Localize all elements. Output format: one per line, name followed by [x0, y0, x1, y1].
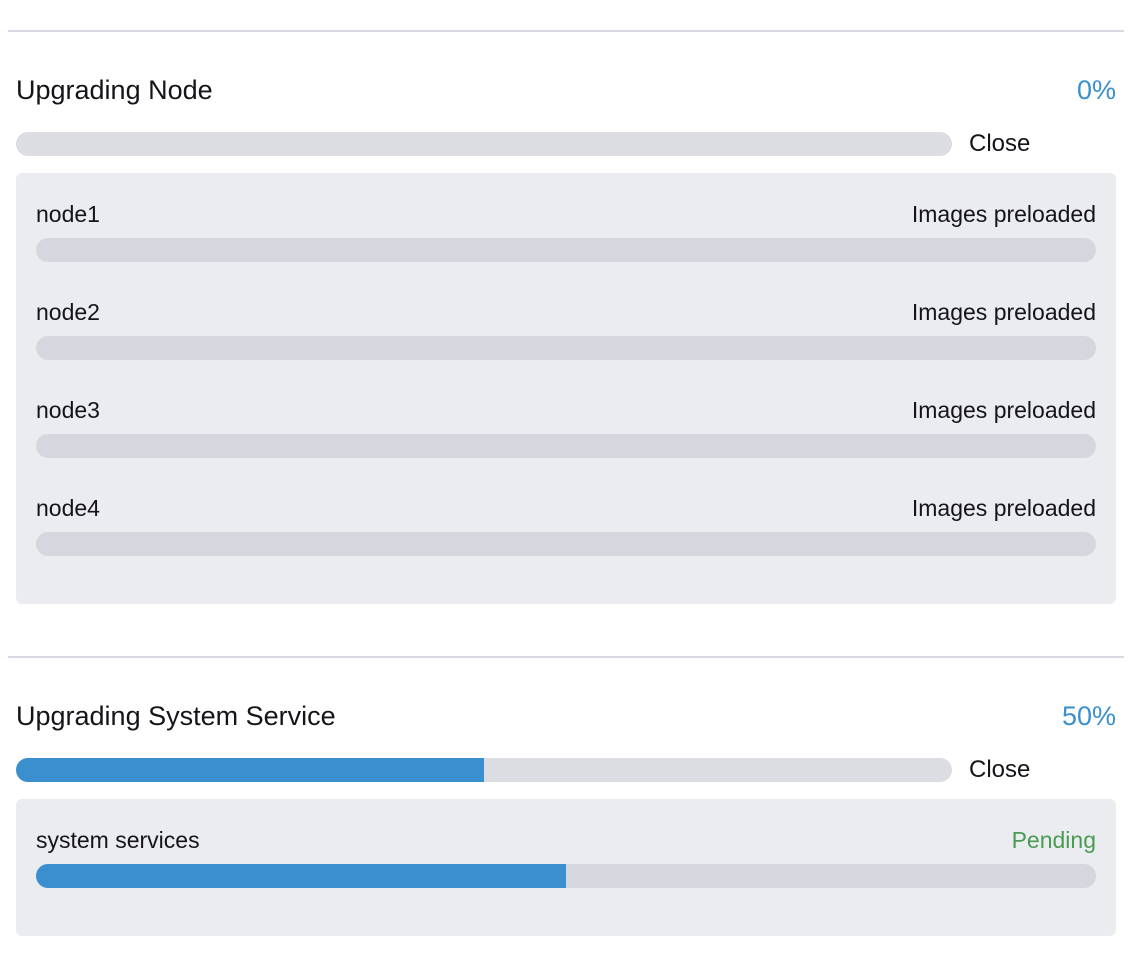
service-progress-bar	[36, 864, 1096, 888]
node-progress-bar	[36, 336, 1096, 360]
service-progress-fill	[36, 864, 566, 888]
overall-progress-bar	[16, 132, 952, 156]
node-row: node2 Images preloaded	[36, 297, 1096, 360]
node-status: Images preloaded	[911, 397, 1096, 423]
section-header: Upgrading Node 0%	[16, 72, 1116, 108]
section-header: Upgrading System Service 50%	[16, 698, 1116, 734]
section-title: Upgrading Node	[16, 75, 213, 105]
node-status: Images preloaded	[911, 201, 1096, 227]
section-title: Upgrading System Service	[16, 701, 336, 731]
node-status: Images preloaded	[911, 495, 1096, 521]
node-name: node4	[36, 495, 100, 521]
service-row: system services Pending	[36, 825, 1096, 888]
close-button[interactable]: Close	[969, 130, 1031, 157]
section-percent: 0%	[1076, 75, 1116, 105]
node-list-panel: node1 Images preloaded node2 Images prel…	[16, 173, 1116, 604]
node-name: node3	[36, 397, 100, 423]
service-status: Pending	[1011, 827, 1096, 853]
node-name: node1	[36, 201, 100, 227]
overall-progress-bar	[16, 758, 952, 782]
node-row: node1 Images preloaded	[36, 199, 1096, 262]
top-divider	[8, 30, 1124, 32]
overall-progress-fill	[16, 758, 484, 782]
close-button[interactable]: Close	[969, 756, 1031, 783]
node-row: node4 Images preloaded	[36, 493, 1096, 556]
section-divider	[8, 656, 1124, 658]
node-progress-bar	[36, 238, 1096, 262]
node-progress-bar	[36, 434, 1096, 458]
section-percent: 50%	[1061, 701, 1116, 731]
service-list-panel: system services Pending	[16, 799, 1116, 936]
node-row: node3 Images preloaded	[36, 395, 1096, 458]
section-upgrading-system-service: Upgrading System Service 50% Close syste…	[16, 698, 1116, 936]
node-progress-bar	[36, 532, 1096, 556]
service-name: system services	[36, 827, 200, 853]
section-upgrading-node: Upgrading Node 0% Close node1 Images pre…	[16, 72, 1116, 604]
node-status: Images preloaded	[911, 299, 1096, 325]
overall-progress-row: Close	[16, 756, 1116, 784]
overall-progress-row: Close	[16, 130, 1116, 158]
node-name: node2	[36, 299, 100, 325]
